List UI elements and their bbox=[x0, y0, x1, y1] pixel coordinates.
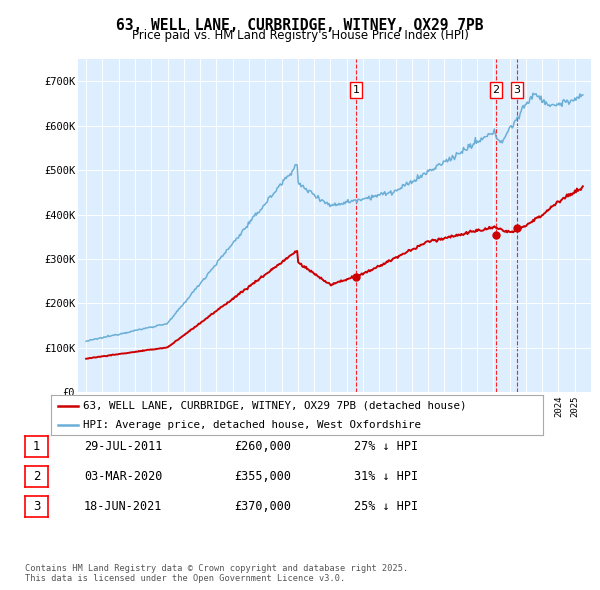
Text: £260,000: £260,000 bbox=[234, 440, 291, 453]
Text: 2: 2 bbox=[33, 470, 40, 483]
Text: 31% ↓ HPI: 31% ↓ HPI bbox=[354, 470, 418, 483]
Text: 3: 3 bbox=[514, 85, 521, 95]
Text: 25% ↓ HPI: 25% ↓ HPI bbox=[354, 500, 418, 513]
Text: 3: 3 bbox=[33, 500, 40, 513]
Text: 1: 1 bbox=[33, 440, 40, 453]
Text: Price paid vs. HM Land Registry's House Price Index (HPI): Price paid vs. HM Land Registry's House … bbox=[131, 30, 469, 42]
Text: 18-JUN-2021: 18-JUN-2021 bbox=[84, 500, 163, 513]
Text: £355,000: £355,000 bbox=[234, 470, 291, 483]
Text: 1: 1 bbox=[353, 85, 359, 95]
Text: 29-JUL-2011: 29-JUL-2011 bbox=[84, 440, 163, 453]
Text: 27% ↓ HPI: 27% ↓ HPI bbox=[354, 440, 418, 453]
Text: 03-MAR-2020: 03-MAR-2020 bbox=[84, 470, 163, 483]
Text: £370,000: £370,000 bbox=[234, 500, 291, 513]
Text: 63, WELL LANE, CURBRIDGE, WITNEY, OX29 7PB: 63, WELL LANE, CURBRIDGE, WITNEY, OX29 7… bbox=[116, 18, 484, 32]
Text: Contains HM Land Registry data © Crown copyright and database right 2025.
This d: Contains HM Land Registry data © Crown c… bbox=[25, 563, 409, 583]
Text: HPI: Average price, detached house, West Oxfordshire: HPI: Average price, detached house, West… bbox=[83, 420, 421, 430]
Text: 63, WELL LANE, CURBRIDGE, WITNEY, OX29 7PB (detached house): 63, WELL LANE, CURBRIDGE, WITNEY, OX29 7… bbox=[83, 401, 466, 411]
Text: 2: 2 bbox=[493, 85, 500, 95]
